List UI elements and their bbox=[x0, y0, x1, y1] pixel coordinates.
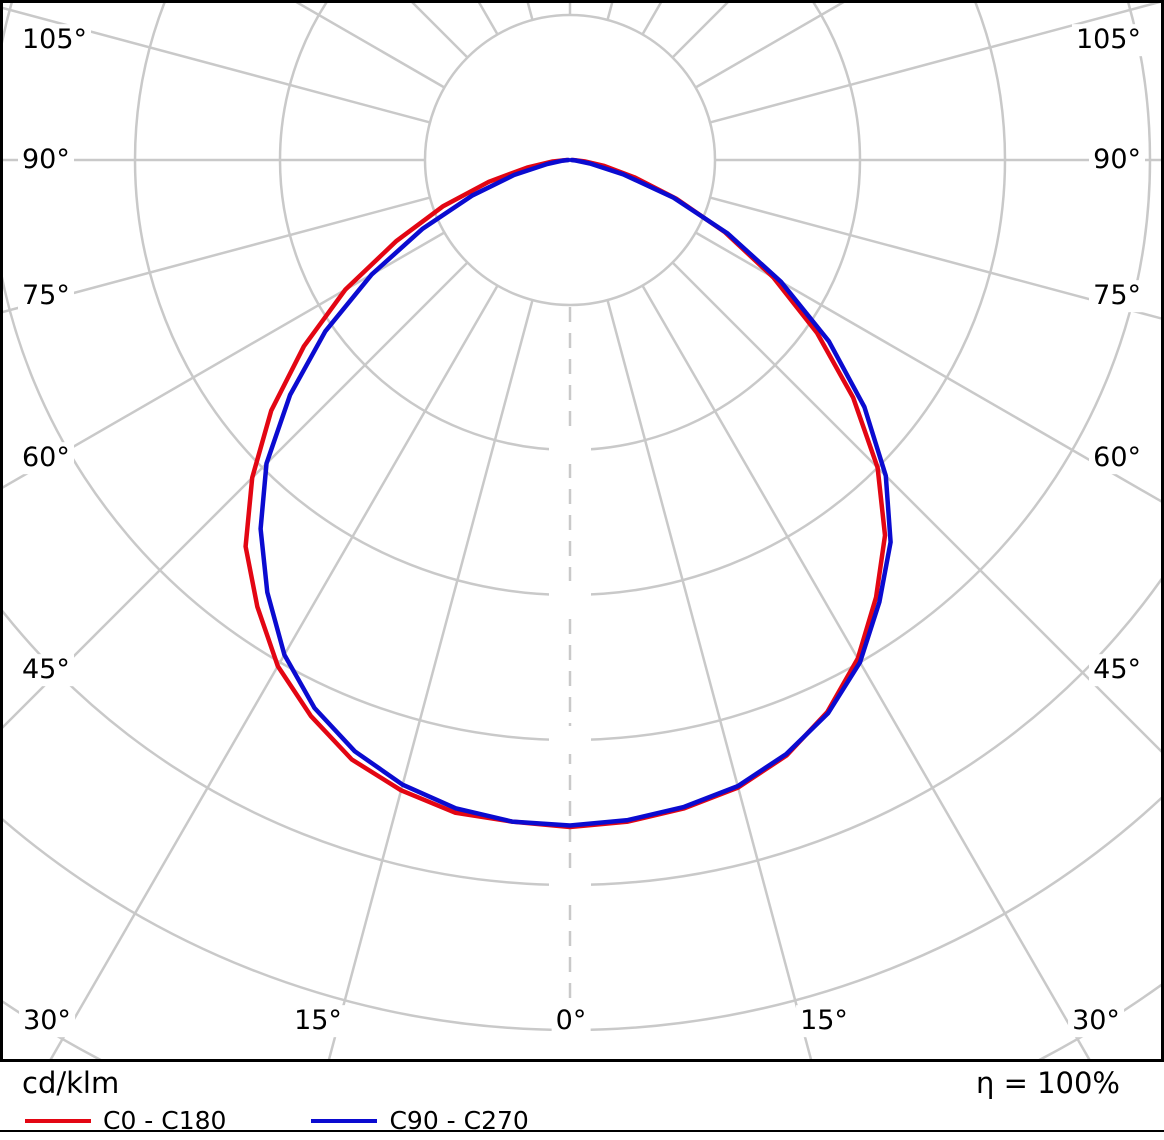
bottom-rule bbox=[0, 1130, 1164, 1132]
grid-radial-line bbox=[694, 231, 1161, 503]
grid-radial-line bbox=[3, 6, 431, 124]
polar-intensity-diagram: 105° 90° 75° 60° 45° 105° 90° 75° 60° 45° 30° 15° 0°… bbox=[0, 0, 1164, 1062]
angle-label: 90° bbox=[18, 144, 74, 176]
angle-label: 75° bbox=[18, 280, 74, 312]
grid-radial-line bbox=[3, 261, 469, 729]
grid-radial-line bbox=[671, 261, 1161, 753]
angle-label: 60° bbox=[1089, 442, 1145, 474]
grid-ring bbox=[278, 3, 862, 452]
grid-radial-line bbox=[327, 299, 534, 1059]
legend-line-c90-c270-icon bbox=[311, 1118, 378, 1123]
grid-radial-line bbox=[606, 299, 813, 1059]
angle-label: 0° bbox=[551, 1005, 591, 1037]
grid-radial-line bbox=[709, 3, 1161, 124]
angle-label: 15° bbox=[796, 1005, 852, 1037]
grid-ring bbox=[133, 3, 1007, 597]
ring-value-box bbox=[549, 436, 591, 464]
angle-label: 15° bbox=[290, 1005, 346, 1037]
ring-value-box bbox=[549, 581, 591, 609]
grid-radial-line bbox=[3, 231, 446, 489]
angle-label: 90° bbox=[1089, 144, 1145, 176]
efficiency-label: η = 100% bbox=[975, 1066, 1120, 1100]
legend-line-c0-c180-icon bbox=[25, 1118, 91, 1123]
grid-radial-line bbox=[3, 196, 431, 314]
angle-label: 45° bbox=[18, 654, 74, 686]
curve-c90-c270 bbox=[258, 157, 893, 828]
angle-label: 30° bbox=[19, 1005, 75, 1037]
grid-radial-line bbox=[709, 196, 1161, 320]
angle-label: 105° bbox=[18, 24, 92, 56]
grid-radial-line bbox=[49, 284, 499, 1059]
polar-chart-canvas bbox=[3, 3, 1161, 1059]
angle-label: 60° bbox=[18, 442, 74, 474]
ring-value-box bbox=[549, 871, 591, 899]
footer: cd/klm η = 100% C0 - C180 C90 - C270 bbox=[0, 1062, 1164, 1140]
angle-label: 30° bbox=[1068, 1005, 1124, 1037]
grid-ring bbox=[3, 3, 1152, 742]
angle-label: 45° bbox=[1089, 654, 1145, 686]
ring-value-box bbox=[549, 726, 591, 754]
grid-radial-line bbox=[641, 284, 1091, 1059]
unit-label: cd/klm bbox=[22, 1066, 120, 1100]
angle-label: 75° bbox=[1089, 280, 1145, 312]
angle-label: 105° bbox=[1071, 24, 1145, 56]
